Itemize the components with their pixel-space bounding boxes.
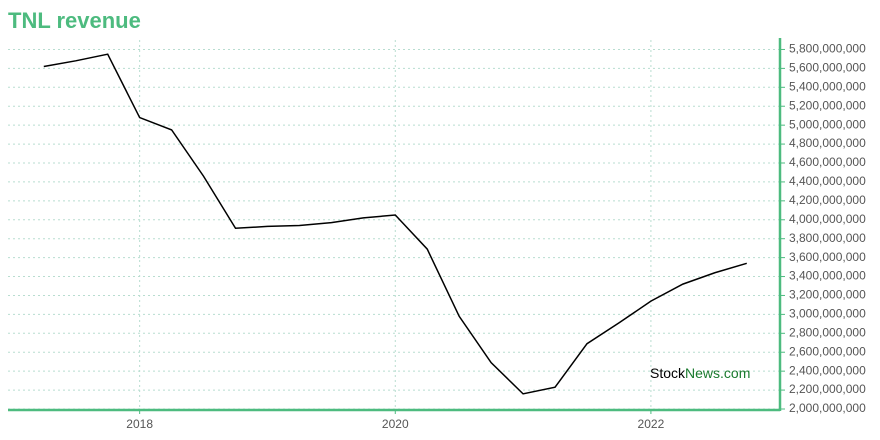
y-tick-label: 4,400,000,000 bbox=[789, 174, 866, 188]
chart-title: TNL revenue bbox=[8, 8, 141, 33]
y-tick-label: 4,600,000,000 bbox=[789, 155, 866, 169]
line bbox=[43, 53, 747, 395]
y-tick-label: 5,600,000,000 bbox=[789, 61, 866, 75]
watermark-part: News.com bbox=[685, 365, 750, 381]
y-tick-label: 3,000,000,000 bbox=[789, 307, 866, 321]
y-tick-label: 2,600,000,000 bbox=[789, 344, 866, 358]
y-tick-label: 5,200,000,000 bbox=[789, 98, 866, 112]
x-tick-label: 2022 bbox=[638, 417, 665, 431]
y-tick-label: 5,000,000,000 bbox=[789, 117, 866, 131]
watermark-part: Stock bbox=[650, 365, 686, 381]
y-tick-label: 5,400,000,000 bbox=[789, 79, 866, 93]
y-tick-label: 3,600,000,000 bbox=[789, 250, 866, 264]
y-tick-label: 3,800,000,000 bbox=[789, 231, 866, 245]
y-tick-label: 2,800,000,000 bbox=[789, 325, 866, 339]
y-tick-label: 3,400,000,000 bbox=[789, 269, 866, 283]
y-tick-label: 5,800,000,000 bbox=[789, 42, 866, 56]
x-tick-label: 2020 bbox=[382, 417, 409, 431]
x-tick-label: 2018 bbox=[126, 417, 153, 431]
y-tick-label: 4,800,000,000 bbox=[789, 136, 866, 150]
y-tick-label: 2,400,000,000 bbox=[789, 363, 866, 377]
watermark: StockNews.com bbox=[650, 365, 750, 381]
y-tick-label: 4,200,000,000 bbox=[789, 193, 866, 207]
y-tick-label: 4,000,000,000 bbox=[789, 212, 866, 226]
y-tick-label: 2,200,000,000 bbox=[789, 382, 866, 396]
y-tick-label: 3,200,000,000 bbox=[789, 288, 866, 302]
y-tick-label: 2,000,000,000 bbox=[789, 401, 866, 415]
